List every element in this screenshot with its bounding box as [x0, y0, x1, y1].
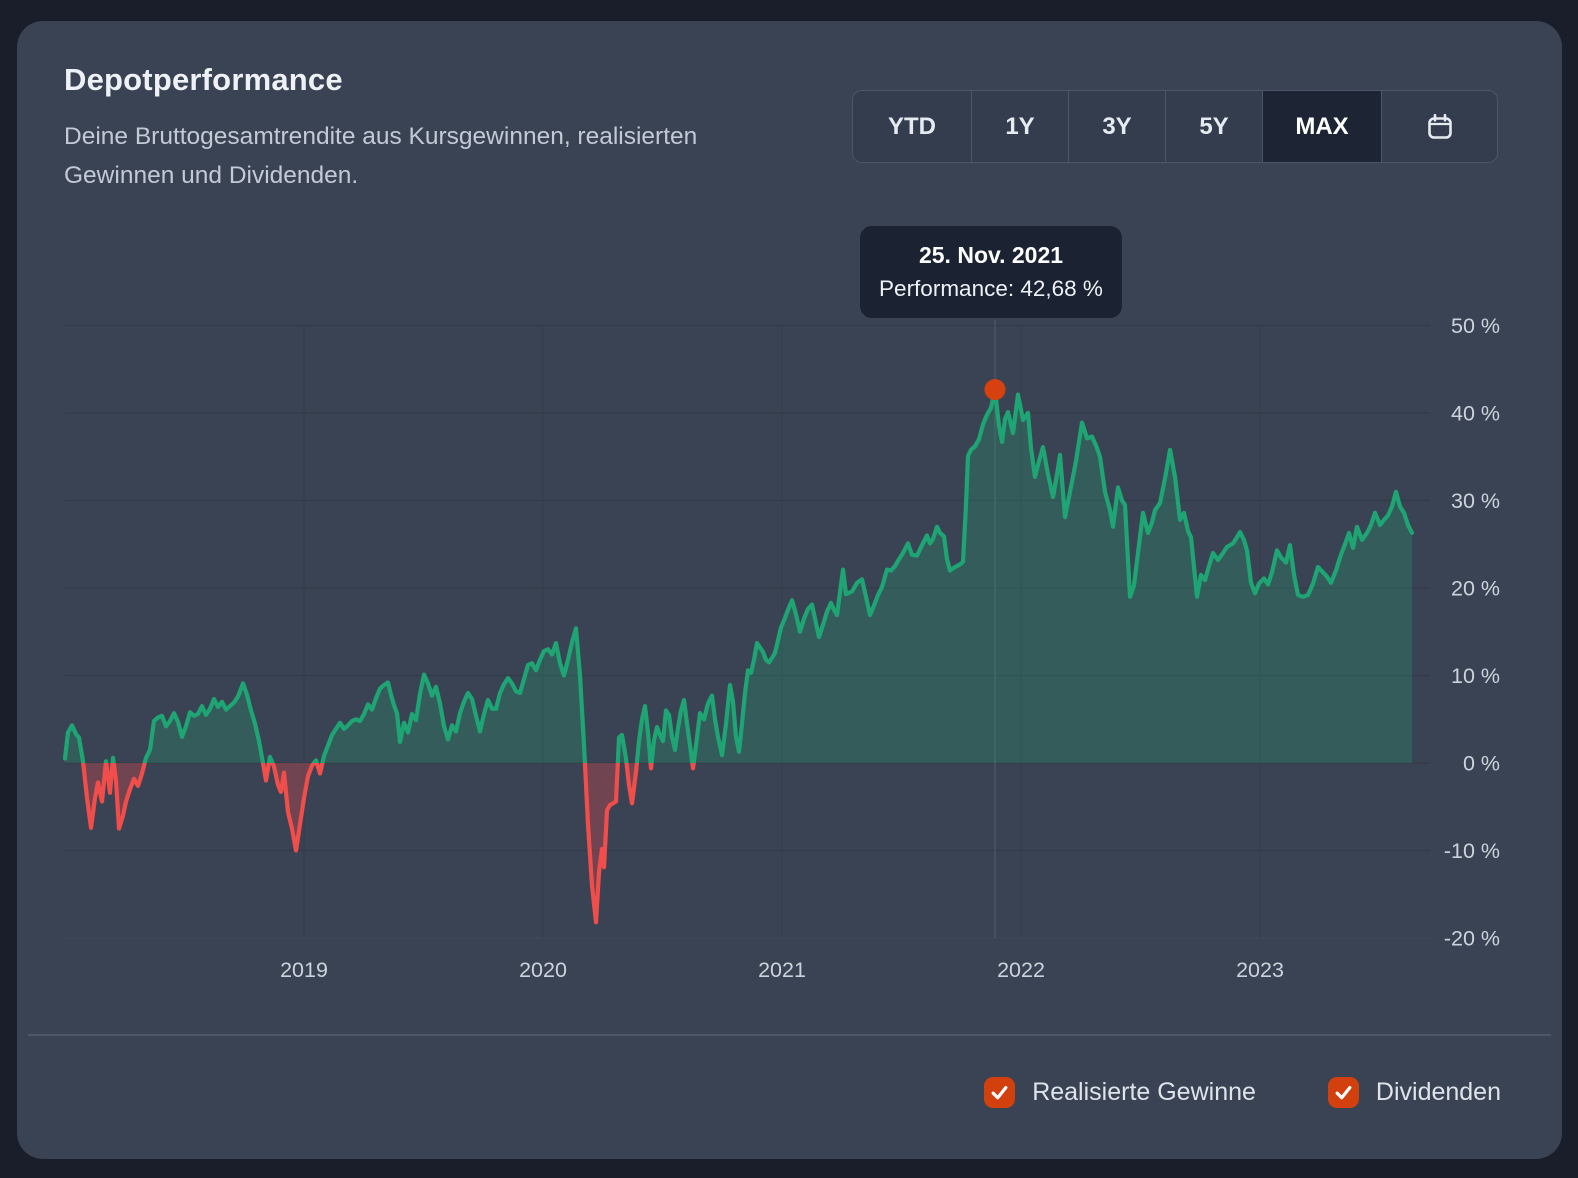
x-axis-tick-label: 2020	[519, 958, 567, 982]
y-axis-tick-label: 20 %	[1451, 577, 1500, 601]
x-axis-tick-label: 2023	[1236, 958, 1284, 982]
tooltip-performance-label: Performance:	[879, 276, 1015, 301]
legend-label: Dividenden	[1375, 1078, 1501, 1106]
performance-line-positive	[62, 387, 1415, 763]
legend-item-realisierte-gewinne[interactable]: Realisierte Gewinne	[984, 1077, 1256, 1108]
highlight-dot	[984, 379, 1006, 401]
check-icon	[1335, 1085, 1352, 1100]
x-axis-tick-label: 2022	[997, 958, 1045, 982]
y-axis-tick-label: 30 %	[1451, 489, 1500, 513]
page-title: Depotperformance	[64, 62, 343, 97]
realisierte-gewinne-checkbox[interactable]	[984, 1077, 1016, 1108]
y-axis-tick-label: 0 %	[1463, 752, 1500, 776]
check-icon	[991, 1085, 1008, 1100]
footer-divider	[28, 1034, 1551, 1036]
page-subtitle-line1: Deine Bruttogesamtrendite aus Kursgewinn…	[64, 123, 698, 150]
range-button-5y[interactable]: 5Y	[1166, 91, 1263, 162]
x-axis-tick-label: 2021	[758, 958, 806, 982]
tooltip-date: 25. Nov. 2021	[918, 242, 1064, 268]
chart-legend: Realisierte Gewinne Dividenden	[984, 1077, 1501, 1108]
page-subtitle: Deine Bruttogesamtrendite aus Kursgewinn…	[64, 117, 697, 195]
range-button-1y[interactable]: 1Y	[972, 91, 1069, 162]
range-button-max[interactable]: MAX	[1263, 91, 1382, 162]
range-button-3y[interactable]: 3Y	[1069, 91, 1166, 162]
page-subtitle-line2: Gewinnen und Dividenden.	[64, 162, 359, 189]
tooltip-performance-value: 42,68 %	[1020, 276, 1103, 301]
y-axis-tick-label: 10 %	[1451, 664, 1500, 688]
y-axis-tick-label: 50 %	[1451, 314, 1500, 338]
positive-area-fill	[65, 389, 1412, 763]
negative-area-fill	[65, 763, 1412, 923]
y-axis-tick-label: -10 %	[1444, 839, 1500, 863]
dividenden-checkbox[interactable]	[1327, 1077, 1359, 1108]
chart-tooltip: 25. Nov. 2021 Performance: 42,68 %	[860, 226, 1122, 318]
y-axis-tick-label: -20 %	[1444, 927, 1500, 951]
legend-label: Realisierte Gewinne	[1032, 1078, 1256, 1106]
calendar-range-button[interactable]	[1382, 91, 1497, 162]
calendar-icon	[1427, 113, 1452, 139]
legend-item-dividenden[interactable]: Dividenden	[1327, 1077, 1501, 1108]
depotperformance-card	[17, 21, 1562, 1159]
y-axis-tick-label: 40 %	[1451, 402, 1500, 426]
range-selector: YTD 1Y 3Y 5Y MAX	[852, 90, 1498, 163]
x-axis-tick-label: 2019	[280, 958, 328, 982]
range-button-ytd[interactable]: YTD	[853, 91, 972, 162]
tooltip-performance: Performance: 42,68 %	[879, 276, 1103, 302]
performance-line-negative	[81, 763, 696, 925]
